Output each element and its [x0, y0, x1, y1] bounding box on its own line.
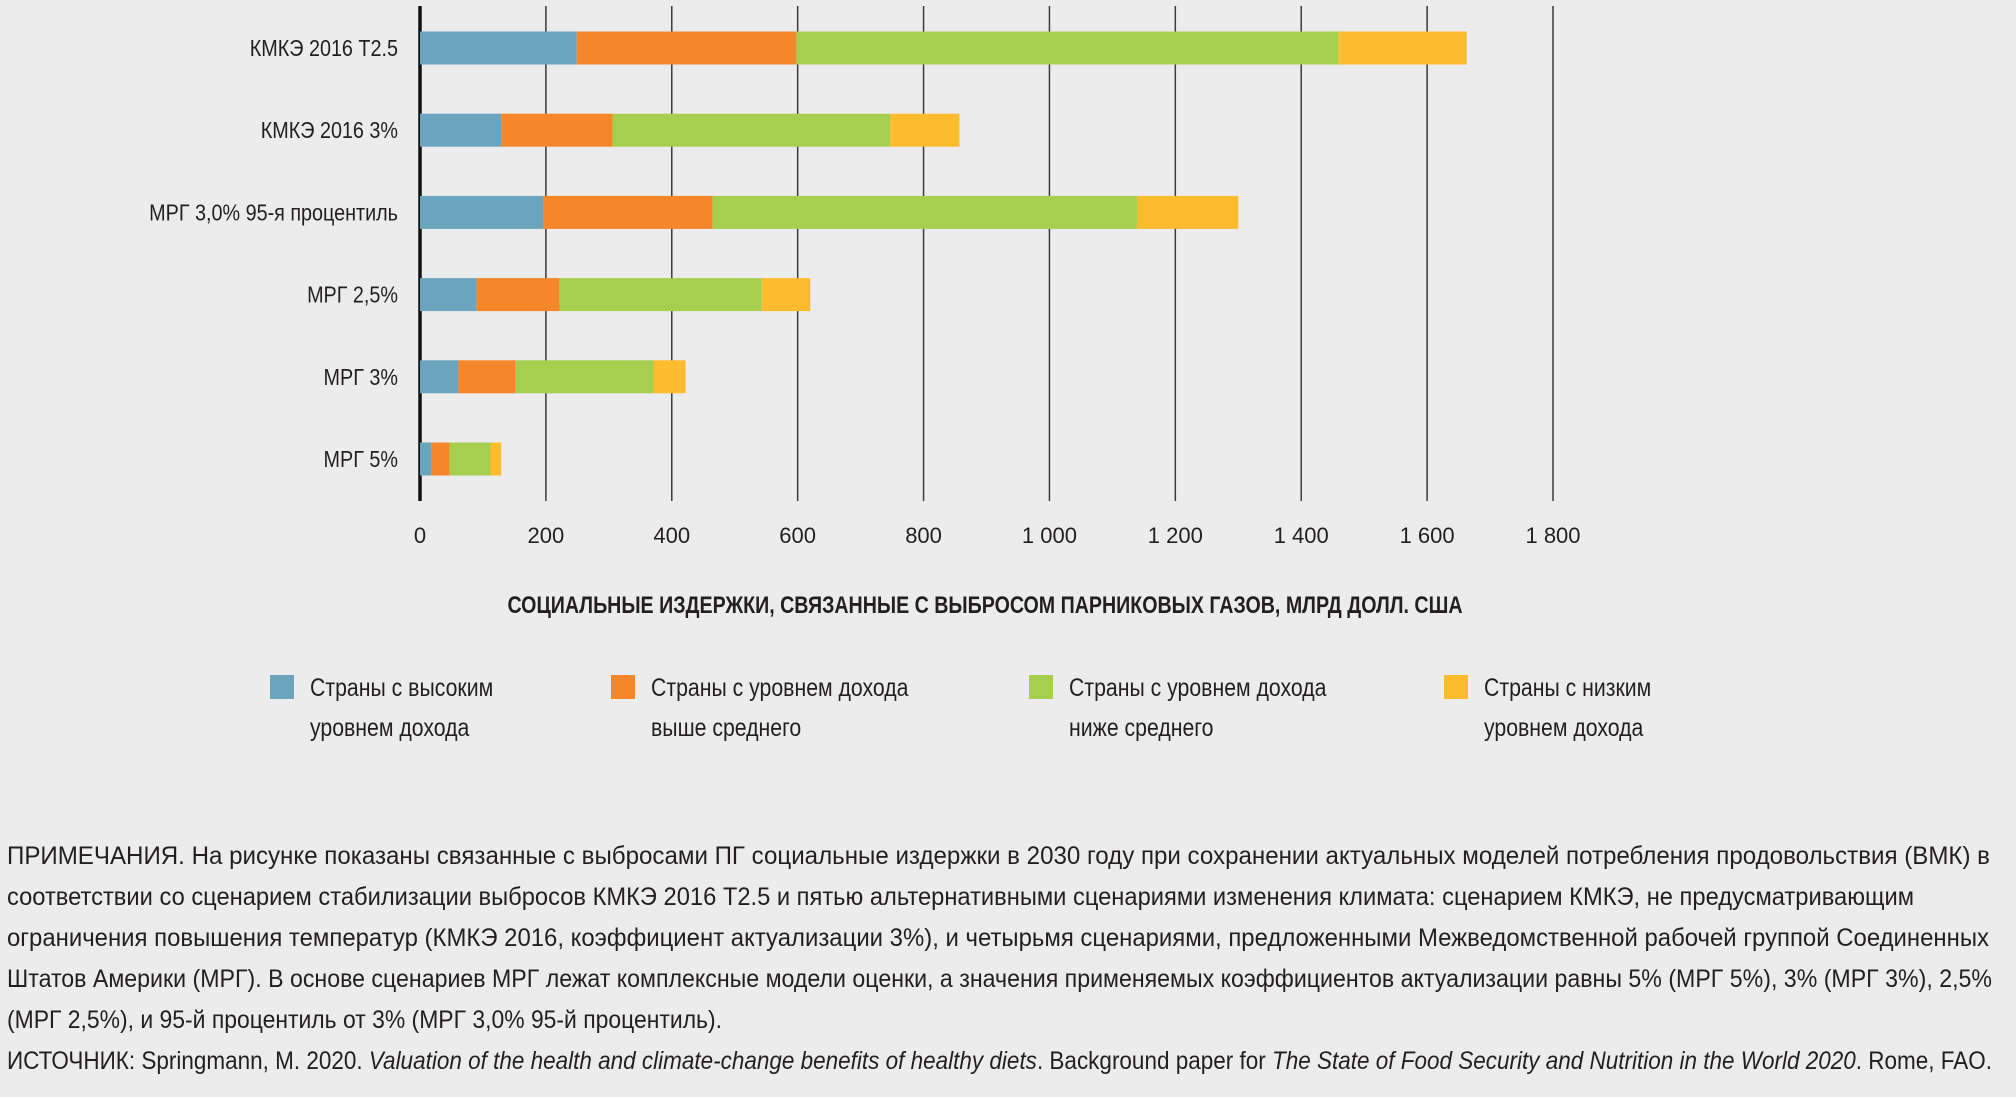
notes-line: Штатов Америки (МРГ). В основе сценариев…	[7, 965, 1992, 993]
notes-line: ПРИМЕЧАНИЯ. На рисунке показаны связанны…	[7, 842, 1990, 870]
legend-item-upper-middle-income: Страны с уровнем дохода выше среднего	[611, 668, 954, 748]
legend-swatch	[611, 675, 635, 699]
legend-swatch	[1444, 675, 1468, 699]
x-axis-title: СОЦИАЛЬНЫЕ ИЗДЕРЖКИ, СВЯЗАННЫЕ С ВЫБРОСО…	[508, 592, 1463, 619]
category-label: МРГ 3,0% 95-я процентиль	[149, 200, 398, 226]
bar-segment	[420, 113, 502, 147]
bar-segment	[576, 31, 797, 65]
source-text: . Background paper for	[1037, 1047, 1272, 1075]
bar-segment	[796, 31, 1339, 65]
source-line: ИСТОЧНИК: Springmann, M. 2020. Valuation…	[7, 1047, 1992, 1075]
bar-segment	[490, 442, 502, 476]
stacked-bar-chart: КМКЭ 2016 Т2.5 КМКЭ 2016 3% МРГ 3,0% 95-я …	[149, 6, 1581, 619]
source-label: ИСТОЧНИК: Springmann, M. 2020.	[7, 1047, 369, 1075]
bar-segment	[420, 442, 432, 476]
legend-label: Страны с уровнем дохода ниже среднего	[1069, 674, 1327, 742]
legend-label: Страны с высоким уровнем дохода	[310, 674, 494, 742]
bar-segment	[420, 195, 544, 229]
bar-segment	[712, 195, 1137, 229]
bar-segment	[543, 195, 713, 229]
x-tick-label: 0	[414, 523, 426, 548]
bar-segment	[559, 278, 762, 312]
x-tick-label: 800	[905, 523, 942, 548]
bar-segment	[449, 442, 491, 476]
legend-label: Страны с низким уровнем дохода	[1484, 674, 1652, 742]
category-label: МРГ 2,5%	[307, 282, 398, 308]
bar-segment	[420, 31, 577, 65]
category-label: МРГ 3%	[324, 364, 398, 390]
notes-block: ПРИМЕЧАНИЯ. На рисунке показаны связанны…	[7, 842, 1992, 1075]
category-label: КМКЭ 2016 3%	[261, 118, 398, 144]
bar-segment	[476, 278, 560, 312]
bar-segment	[890, 113, 960, 147]
notes-line: соответствии со сценарием стабилизации в…	[7, 883, 1914, 911]
bar-segment	[420, 360, 459, 394]
bar-segment	[515, 360, 654, 394]
legend-swatch	[270, 675, 294, 699]
notes-line: (МРГ 2,5%), и 95-й процентиль от 3% (МРГ…	[7, 1006, 722, 1034]
notes-line: ограничения повышения температур (КМКЭ 2…	[7, 924, 1989, 952]
category-label: МРГ 5%	[324, 447, 398, 473]
x-tick-label: 1 000	[1022, 523, 1077, 548]
bar-segment	[1338, 31, 1467, 65]
bar-segment	[612, 113, 891, 147]
x-tick-label: 400	[653, 523, 690, 548]
bar-segment	[653, 360, 686, 394]
legend-item-lower-middle-income: Страны с уровнем дохода ниже среднего	[1029, 668, 1372, 748]
legend-swatch	[1029, 675, 1053, 699]
bar-segment	[761, 278, 811, 312]
x-tick-label: 200	[528, 523, 565, 548]
x-tick-label: 1 600	[1400, 523, 1455, 548]
bar-segment	[458, 360, 516, 394]
bar-segment	[501, 113, 613, 147]
source-title: Valuation of the health and climate-chan…	[369, 1047, 1037, 1075]
legend-item-high-income: Страны с высоким уровнем дохода	[270, 668, 526, 748]
x-tick-label: 1 200	[1148, 523, 1203, 548]
bar-segment	[420, 278, 477, 312]
legend-item-low-income: Страны с низким уровнем дохода	[1444, 668, 1681, 748]
x-tick-label: 1 800	[1525, 523, 1580, 548]
source-text: . Rome, FAO.	[1856, 1047, 1992, 1075]
bar-segment	[431, 442, 450, 476]
legend-label: Страны с уровнем дохода выше среднего	[651, 674, 909, 742]
source-publication: The State of Food Security and Nutrition…	[1272, 1047, 1856, 1075]
category-label: КМКЭ 2016 Т2.5	[250, 36, 398, 62]
bar-segment	[1136, 195, 1239, 229]
x-tick-label: 600	[779, 523, 816, 548]
x-tick-label: 1 400	[1274, 523, 1329, 548]
